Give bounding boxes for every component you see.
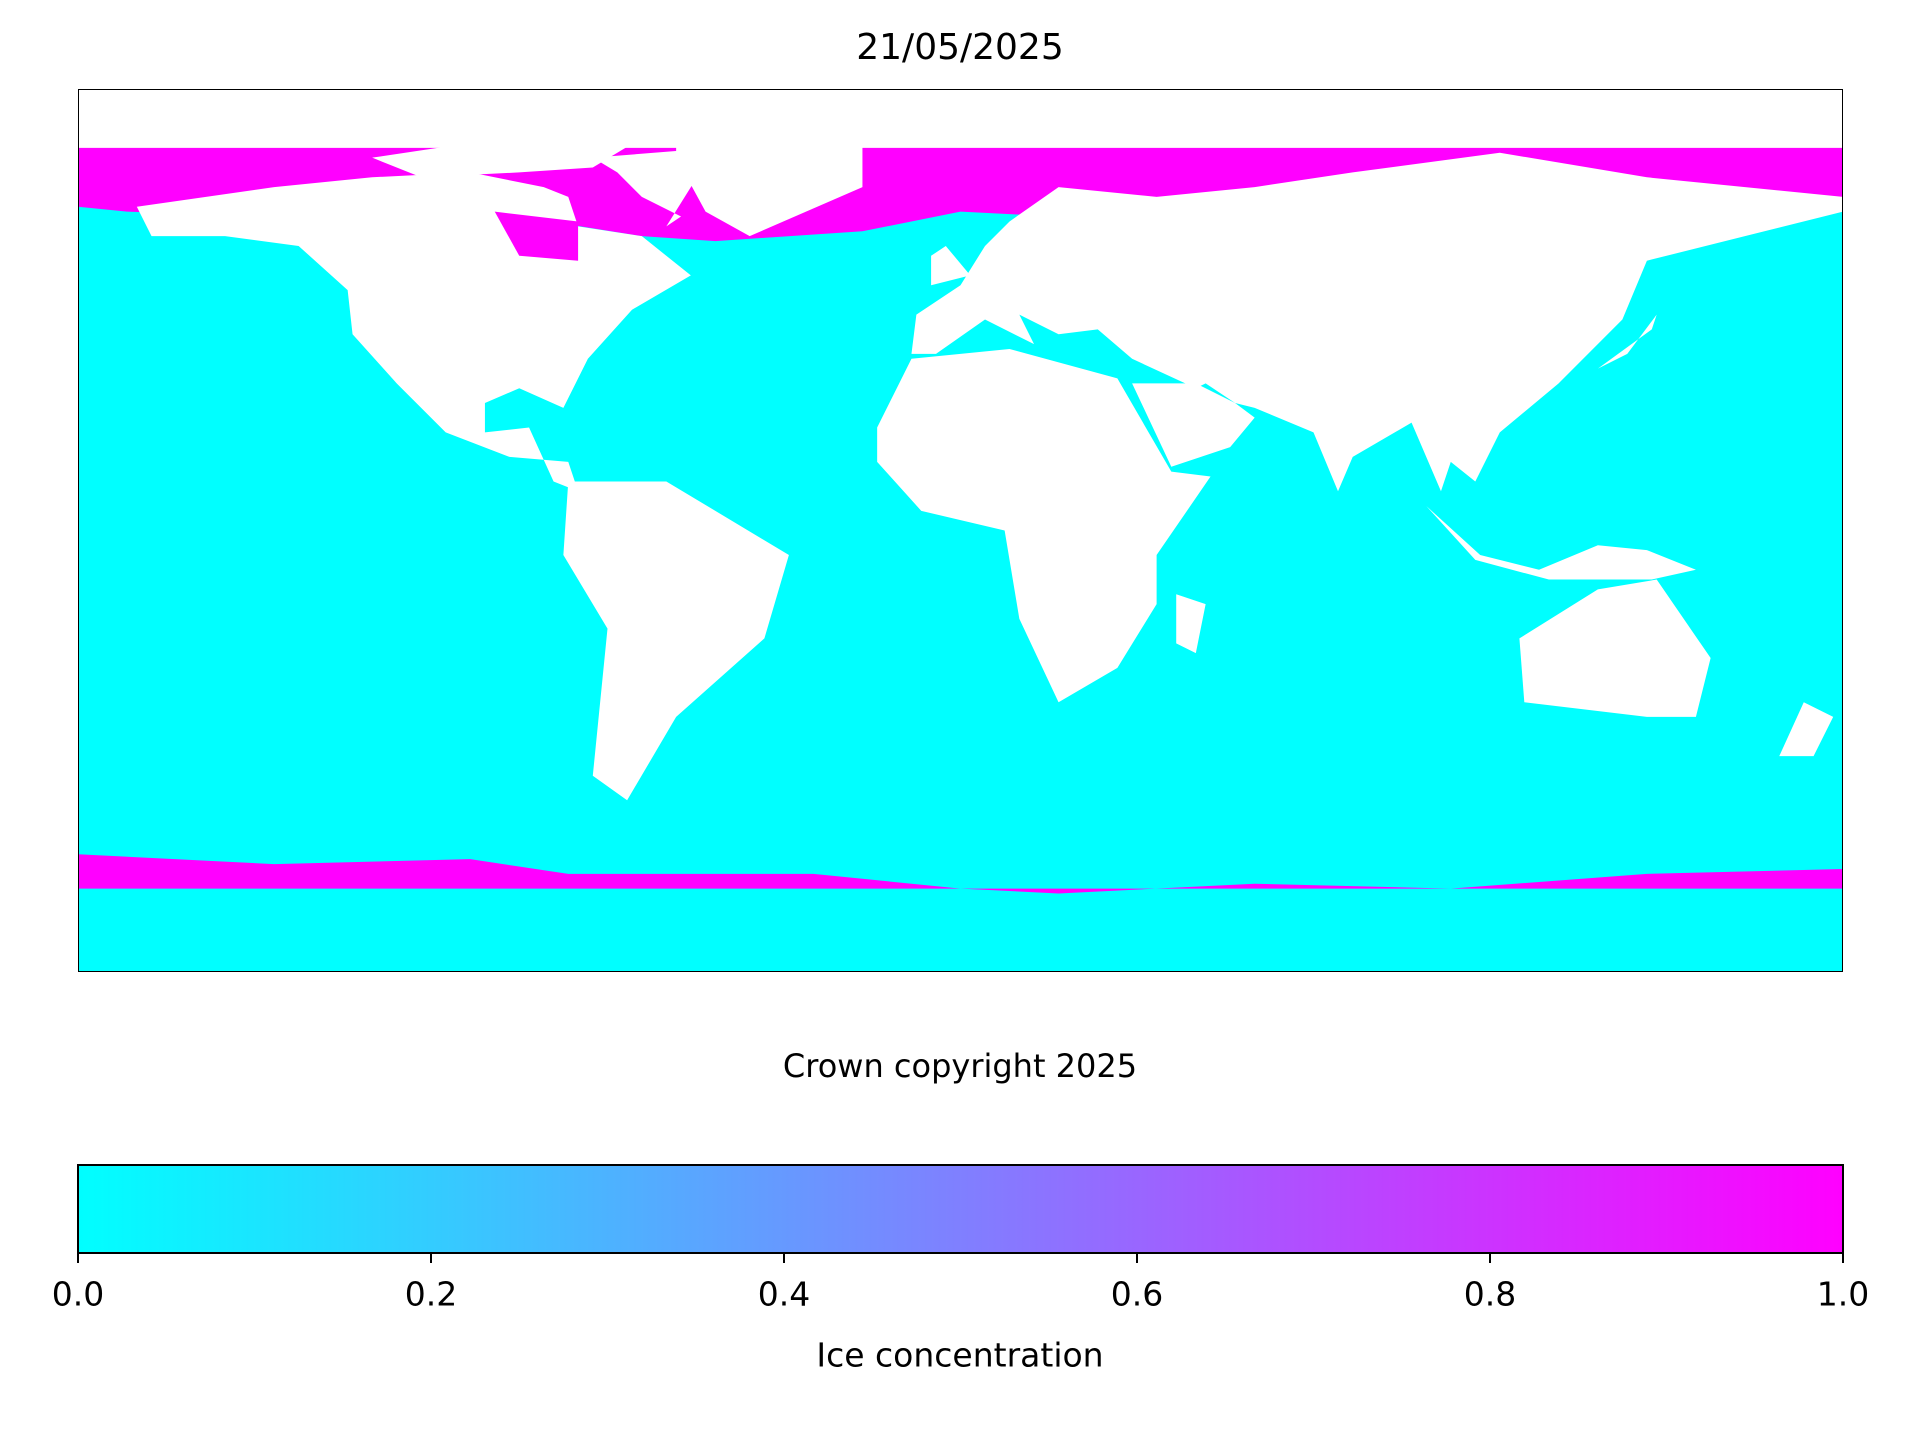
colorbar-tick-label: 0.4	[758, 1275, 810, 1314]
australia	[1519, 579, 1711, 717]
arctic-archipelago	[372, 128, 642, 178]
greenland	[676, 128, 863, 237]
map	[78, 89, 1843, 972]
colorbar-tick-label: 0.0	[52, 1275, 104, 1314]
africa	[877, 348, 1211, 703]
britain	[931, 245, 971, 286]
colorbar-tick-label: 0.2	[405, 1275, 457, 1314]
south-america	[563, 481, 789, 801]
indonesia	[1426, 505, 1696, 580]
antarctica	[78, 89, 1843, 148]
map-title: 21/05/2025	[856, 27, 1064, 68]
hudson-bay-ice	[494, 211, 579, 261]
credit: Crown copyright 2025	[783, 1047, 1137, 1085]
madagascar	[1176, 594, 1206, 654]
colorbar-tick-label: 1.0	[1817, 1275, 1869, 1314]
colorbar	[77, 1164, 1844, 1254]
arabia	[1132, 383, 1255, 467]
new-zealand	[1779, 702, 1834, 757]
colorbar-label: Ice concentration	[816, 1336, 1103, 1375]
colorbar-tick-label: 0.6	[1111, 1275, 1163, 1314]
arctic-ice-margin	[78, 854, 1843, 894]
eurasia	[911, 152, 1843, 492]
colorbar-tick-label: 0.8	[1464, 1275, 1516, 1314]
